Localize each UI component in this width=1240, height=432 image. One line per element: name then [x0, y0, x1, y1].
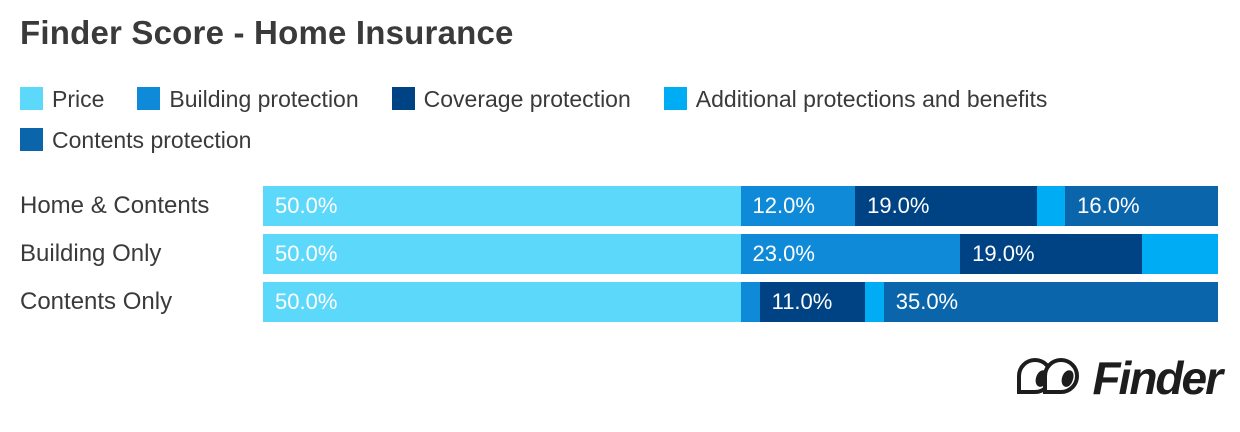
legend-swatch-additional [663, 87, 687, 110]
bar-segment-value: 12.0% [752, 193, 815, 218]
bar-segment-value: 50.0% [275, 289, 338, 314]
bar-row: Contents Only 50.0% 11.0% 35.0% [20, 282, 1218, 322]
bar-segment-value: 19.0% [867, 193, 930, 218]
legend-label-building: Building protection [169, 86, 359, 112]
bar-segment-building: 12.0% [740, 186, 856, 226]
bar-segment-additional [1036, 186, 1066, 226]
bar-segment-additional [864, 282, 884, 322]
bar-segment-coverage: 19.0% [960, 234, 1142, 274]
bar-segment-building: 23.0% [740, 234, 961, 274]
bar-segment-value: 19.0% [972, 241, 1035, 266]
row-label: Home & Contents [20, 192, 210, 219]
bar-row: Building Only 50.0% 23.0% 19.0% [20, 234, 1218, 274]
legend-swatch-contents [20, 128, 43, 151]
logo-eye-right [1060, 368, 1076, 389]
bar-segment-value: 11.0% [771, 289, 833, 314]
finder-logo: Finder [1017, 352, 1223, 404]
bar-segment-value: 50.0% [275, 241, 338, 266]
bar-segment-price: 50.0% [263, 282, 741, 322]
legend-swatch-price [20, 87, 43, 110]
row-label: Contents Only [20, 288, 173, 315]
bar-segment-value: 35.0% [895, 289, 959, 314]
bar-track: 50.0% 23.0% 19.0% [263, 234, 1218, 274]
legend-label-coverage: Coverage protection [423, 86, 631, 112]
bar-segment-price: 50.0% [263, 186, 741, 226]
legend-label-price: Price [52, 86, 105, 112]
row-label: Building Only [20, 240, 162, 267]
bar-segment-coverage: 11.0% [759, 282, 865, 322]
bar-segment-value: 23.0% [752, 241, 815, 266]
bar-track: 50.0% 11.0% 35.0% [263, 282, 1218, 322]
bar-segment-value: 16.0% [1077, 193, 1140, 218]
bar-segment-contents: 35.0% [883, 282, 1218, 322]
bar-row: Home & Contents 50.0% 12.0% 19.0% 16.0% [20, 186, 1218, 226]
chart-title: Finder Score - Home Insurance [20, 14, 514, 51]
legend-swatch-building [137, 87, 161, 110]
finder-logo-icon [1017, 355, 1083, 401]
finder-logo-text: Finder [1092, 352, 1223, 404]
legend-swatch-coverage [391, 87, 415, 110]
bar-segment-contents: 16.0% [1065, 186, 1218, 226]
legend: Price Building protection Coverage protect… [20, 79, 1100, 161]
legend-label-contents: Contents protection [52, 127, 252, 153]
legend-item-price: Price [20, 86, 104, 112]
bar-segment-building [740, 282, 760, 322]
bar-segment-value: 50.0% [275, 193, 338, 218]
legend-item-coverage: Coverage protection [391, 86, 631, 112]
bar-segment-additional [1141, 234, 1218, 274]
legend-item-building: Building protection [137, 86, 359, 112]
bar-chart: Home & Contents 50.0% 12.0% 19.0% 16.0% Build… [20, 186, 1218, 330]
logo-bubble-right [1043, 358, 1080, 394]
bar-segment-price: 50.0% [263, 234, 741, 274]
legend-item-additional: Additional protections and benefits [663, 86, 1048, 112]
legend-item-contents: Contents protection [20, 127, 251, 153]
bar-track: 50.0% 12.0% 19.0% 16.0% [263, 186, 1218, 226]
legend-label-additional: Additional protections and benefits [695, 86, 1048, 112]
bar-segment-coverage: 19.0% [855, 186, 1037, 226]
